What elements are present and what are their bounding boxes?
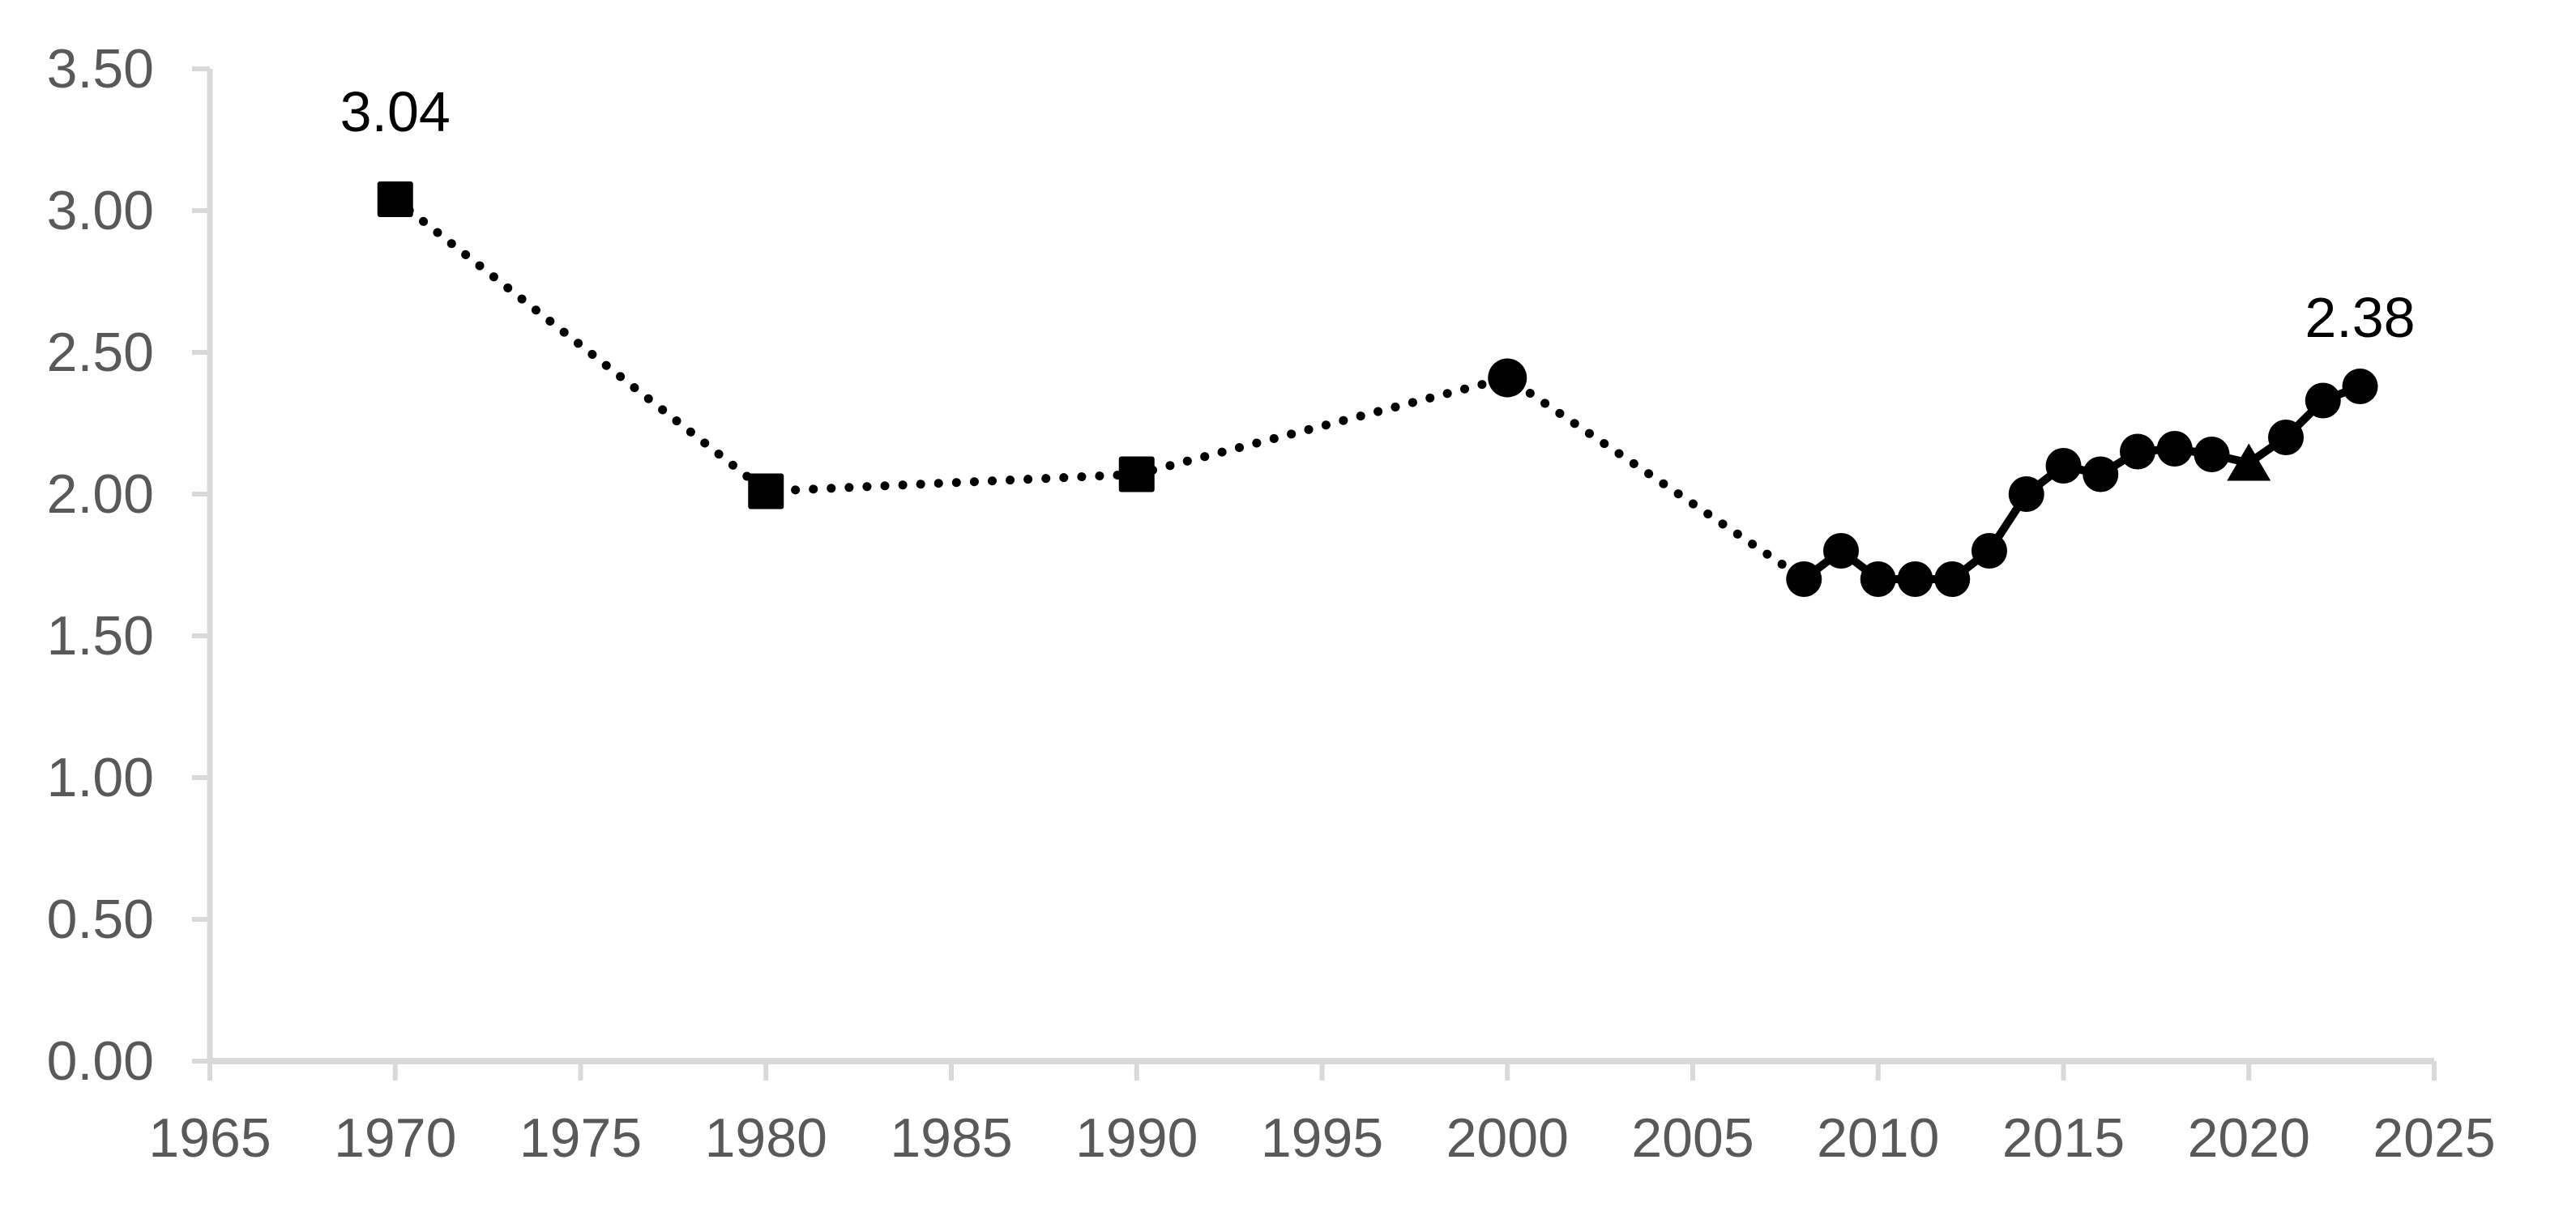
marker-circle-2019 xyxy=(2194,437,2230,472)
x-tick-label: 1970 xyxy=(334,1107,456,1169)
x-tick-label: 2000 xyxy=(1446,1107,1569,1169)
y-tick-label: 0.50 xyxy=(47,889,154,950)
y-tick-label: 2.00 xyxy=(47,463,154,525)
x-tick-label: 2010 xyxy=(1817,1107,1939,1169)
series-line-annual-estimates-solid xyxy=(1800,382,2365,583)
x-tick-label: 1990 xyxy=(1075,1107,1198,1169)
y-tick-label: 2.50 xyxy=(47,322,154,383)
point-label-2.38: 2.38 xyxy=(2305,286,2415,349)
y-tick-label: 3.00 xyxy=(47,180,154,241)
x-tick-label: 1965 xyxy=(148,1107,271,1169)
marker-circle-2013 xyxy=(1972,533,2007,569)
y-tick-label: 3.50 xyxy=(47,38,154,100)
marker-circle-2017 xyxy=(2120,433,2155,470)
marker-circle-2021 xyxy=(2268,420,2304,455)
x-tick-label: 1980 xyxy=(705,1107,827,1169)
x-tick-label: 1995 xyxy=(1261,1107,1383,1169)
marker-circle-2018 xyxy=(2156,431,2193,467)
marker-circle-2014 xyxy=(2008,476,2044,512)
marker-circle-2023 xyxy=(2342,369,2378,404)
x-tick-label: 2005 xyxy=(1631,1107,1754,1169)
marker-square-1990 xyxy=(1118,456,1155,492)
marker-circle-2012 xyxy=(1934,561,1971,597)
x-tick-label: 2025 xyxy=(2373,1107,2495,1169)
y-tick-label: 1.00 xyxy=(47,747,154,808)
series-line-decadal-estimates-dotted xyxy=(391,194,1809,584)
marker-circle-2008 xyxy=(1786,561,1822,597)
point-label-3.04: 3.04 xyxy=(340,80,451,143)
y-tick-label: 1.50 xyxy=(47,605,154,667)
marker-circle-2015 xyxy=(2045,448,2082,484)
x-tick-label: 2015 xyxy=(2002,1107,2125,1169)
marker-circle-2016 xyxy=(2083,456,2119,492)
marker-circle-2011 xyxy=(1897,561,1933,597)
x-tick-label: 1985 xyxy=(890,1107,1012,1169)
y-tick-label: 0.00 xyxy=(47,1030,154,1092)
marker-circle-2000 xyxy=(1488,358,1527,398)
marker-triangle-2020 xyxy=(2227,443,2271,481)
x-tick-label: 2020 xyxy=(2188,1107,2310,1169)
marker-square-1970 xyxy=(377,181,413,217)
marker-circle-2009 xyxy=(1823,533,1859,569)
marker-circle-2022 xyxy=(2305,382,2341,419)
marker-circle-2010 xyxy=(1860,561,1896,597)
marker-square-1980 xyxy=(748,473,784,509)
x-tick-label: 1975 xyxy=(519,1107,642,1169)
